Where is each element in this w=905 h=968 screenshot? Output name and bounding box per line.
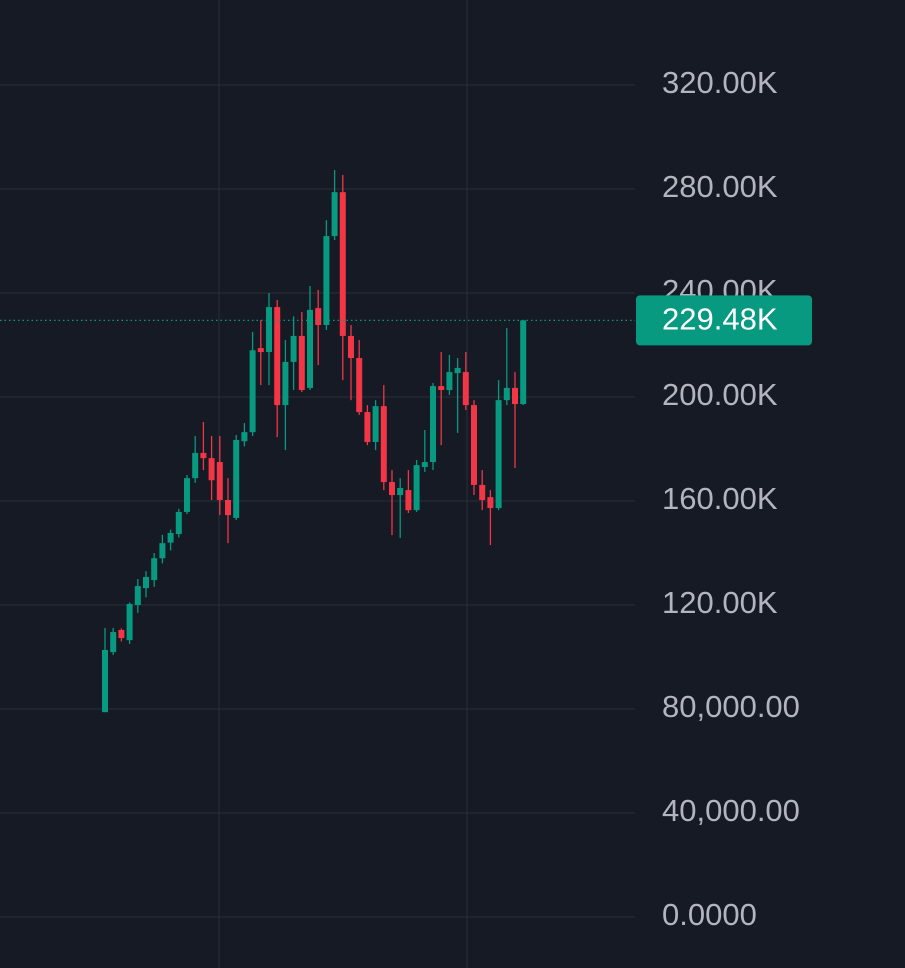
candle-body (167, 533, 174, 543)
candle-body (495, 400, 502, 509)
candle-body (143, 576, 149, 589)
candle-body (233, 439, 240, 518)
candle-body (102, 650, 108, 713)
candle-body (339, 192, 346, 336)
candle-body (200, 452, 207, 459)
candle-body (175, 511, 182, 535)
candle-body (298, 335, 305, 391)
candle-body (266, 307, 272, 353)
candle-body (446, 372, 453, 391)
candle-body (405, 490, 412, 511)
candle-body (364, 412, 371, 443)
candle-body (454, 367, 461, 374)
candle-body (274, 307, 281, 406)
y-tick-label: 320.00K (662, 65, 778, 100)
candle-body (479, 484, 486, 500)
candle-body (118, 629, 125, 639)
y-tick-label: 80,000.00 (662, 689, 800, 724)
candle-body (126, 603, 133, 641)
candle-body (512, 387, 518, 405)
candle-body (134, 586, 141, 606)
candle-body (331, 192, 338, 237)
candle-body (413, 465, 420, 511)
candle-body (389, 482, 395, 496)
candle-body (471, 405, 477, 485)
grid (0, 84, 635, 918)
candle-body (380, 406, 387, 483)
candle-body (290, 335, 297, 362)
candle-body (315, 308, 322, 326)
candle-body (241, 432, 248, 442)
candle-body (192, 452, 199, 479)
candle-body (225, 499, 231, 516)
y-tick-label: 200.00K (662, 377, 778, 412)
last-price-label: 229.48K (662, 302, 778, 337)
candle-body (216, 462, 223, 500)
candle-body (282, 361, 289, 406)
y-tick-label: 0.0000 (662, 897, 757, 932)
candle-body (208, 458, 215, 481)
candle-body (372, 406, 379, 443)
y-tick-label: 40,000.00 (662, 793, 800, 828)
candle-body (348, 335, 354, 359)
candle-body (249, 350, 256, 433)
last-price: 229.48K (0, 295, 812, 346)
candle-body (159, 543, 166, 559)
y-tick-label: 160.00K (662, 481, 778, 516)
candle-body (356, 358, 363, 413)
candle-body (520, 320, 527, 405)
candle-body (307, 309, 313, 388)
candle-body (110, 632, 117, 653)
candle-body (184, 478, 190, 512)
candles (102, 170, 527, 713)
y-tick-label: 120.00K (662, 585, 778, 620)
y-tick-label: 280.00K (662, 169, 778, 204)
candle-body (397, 488, 404, 496)
candle-body (421, 462, 428, 467)
last-price-badge (636, 295, 812, 346)
candle-body (503, 387, 510, 401)
candle-body (323, 236, 330, 326)
candle-body (430, 386, 436, 463)
candle-body (438, 386, 445, 391)
candle-body (462, 372, 469, 406)
candle-body (257, 348, 264, 353)
candle-body (151, 558, 158, 581)
candle-body (487, 497, 494, 509)
